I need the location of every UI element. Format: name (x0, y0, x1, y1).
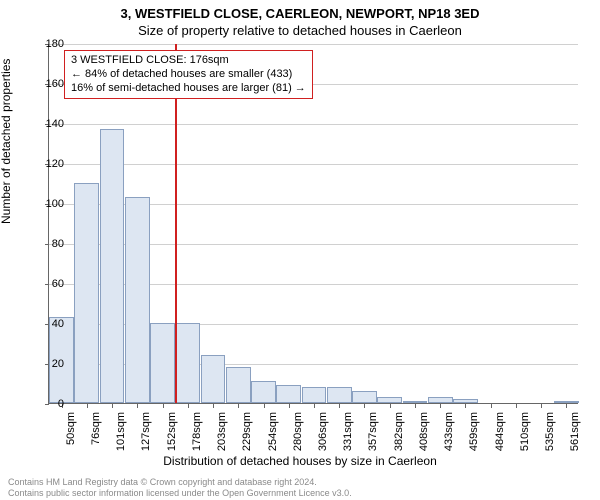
y-tick-label: 60 (34, 278, 64, 290)
y-axis-label: Number of detached properties (0, 59, 13, 224)
histogram-bar (201, 355, 226, 403)
gridline (49, 44, 578, 45)
annotation-box: 3 WESTFIELD CLOSE: 176sqm← 84% of detach… (64, 50, 313, 99)
histogram-bar (428, 397, 453, 403)
x-tick-mark (415, 404, 416, 408)
x-tick-label: 510sqm (519, 412, 531, 462)
gridline (49, 124, 578, 125)
chart-area: 3 WESTFIELD CLOSE: 176sqm← 84% of detach… (48, 44, 578, 404)
footer-attribution: Contains HM Land Registry data © Crown c… (8, 477, 352, 498)
footer-line1: Contains HM Land Registry data © Crown c… (8, 477, 352, 487)
histogram-bar (175, 323, 200, 403)
x-tick-mark (112, 404, 113, 408)
histogram-bar (554, 401, 579, 403)
histogram-bar (377, 397, 402, 403)
histogram-bar (251, 381, 276, 403)
x-tick-label: 203sqm (216, 412, 228, 462)
x-tick-mark (364, 404, 365, 408)
x-tick-label: 152sqm (166, 412, 178, 462)
x-tick-mark (289, 404, 290, 408)
y-tick-label: 160 (34, 78, 64, 90)
x-tick-mark (314, 404, 315, 408)
y-tick-label: 120 (34, 158, 64, 170)
chart-title-main: 3, WESTFIELD CLOSE, CAERLEON, NEWPORT, N… (0, 0, 600, 21)
x-tick-mark (491, 404, 492, 408)
y-tick-label: 140 (34, 118, 64, 130)
y-tick-label: 180 (34, 38, 64, 50)
x-tick-label: 535sqm (544, 412, 556, 462)
histogram-bar (226, 367, 251, 403)
histogram-bar (276, 385, 301, 403)
x-tick-mark (339, 404, 340, 408)
histogram-bar (302, 387, 327, 403)
y-tick-label: 0 (34, 398, 64, 410)
x-tick-label: 254sqm (267, 412, 279, 462)
x-tick-label: 101sqm (115, 412, 127, 462)
x-tick-mark (390, 404, 391, 408)
x-tick-label: 178sqm (191, 412, 203, 462)
histogram-bar (74, 183, 99, 403)
y-tick-label: 20 (34, 358, 64, 370)
x-tick-label: 76sqm (90, 412, 102, 462)
annotation-line: ← 84% of detached houses are smaller (43… (71, 68, 306, 82)
x-tick-label: 357sqm (367, 412, 379, 462)
x-tick-label: 229sqm (241, 412, 253, 462)
x-tick-mark (541, 404, 542, 408)
x-tick-label: 484sqm (494, 412, 506, 462)
y-tick-label: 80 (34, 238, 64, 250)
x-tick-mark (87, 404, 88, 408)
x-tick-mark (213, 404, 214, 408)
x-tick-mark (188, 404, 189, 408)
x-tick-label: 561sqm (569, 412, 581, 462)
histogram-bar (453, 399, 478, 403)
x-tick-label: 331sqm (342, 412, 354, 462)
x-tick-mark (137, 404, 138, 408)
x-tick-mark (440, 404, 441, 408)
histogram-bar (352, 391, 377, 403)
y-tick-label: 100 (34, 198, 64, 210)
x-tick-label: 382sqm (393, 412, 405, 462)
histogram-bar (327, 387, 352, 403)
histogram-bar (125, 197, 150, 403)
x-tick-label: 408sqm (418, 412, 430, 462)
x-tick-mark (163, 404, 164, 408)
y-tick-label: 40 (34, 318, 64, 330)
x-tick-mark (238, 404, 239, 408)
histogram-bar (100, 129, 125, 403)
x-tick-label: 280sqm (292, 412, 304, 462)
x-tick-mark (516, 404, 517, 408)
x-tick-mark (465, 404, 466, 408)
x-tick-label: 306sqm (317, 412, 329, 462)
x-tick-mark (264, 404, 265, 408)
x-tick-mark (566, 404, 567, 408)
x-tick-label: 50sqm (65, 412, 77, 462)
annotation-line: 16% of semi-detached houses are larger (… (71, 82, 306, 96)
footer-line2: Contains public sector information licen… (8, 488, 352, 498)
x-tick-label: 127sqm (140, 412, 152, 462)
annotation-line: 3 WESTFIELD CLOSE: 176sqm (71, 54, 306, 68)
histogram-bar (150, 323, 175, 403)
histogram-bar (403, 401, 428, 403)
plot-area: 3 WESTFIELD CLOSE: 176sqm← 84% of detach… (48, 44, 578, 404)
chart-title-sub: Size of property relative to detached ho… (0, 21, 600, 38)
gridline (49, 164, 578, 165)
x-tick-label: 459sqm (468, 412, 480, 462)
x-tick-label: 433sqm (443, 412, 455, 462)
